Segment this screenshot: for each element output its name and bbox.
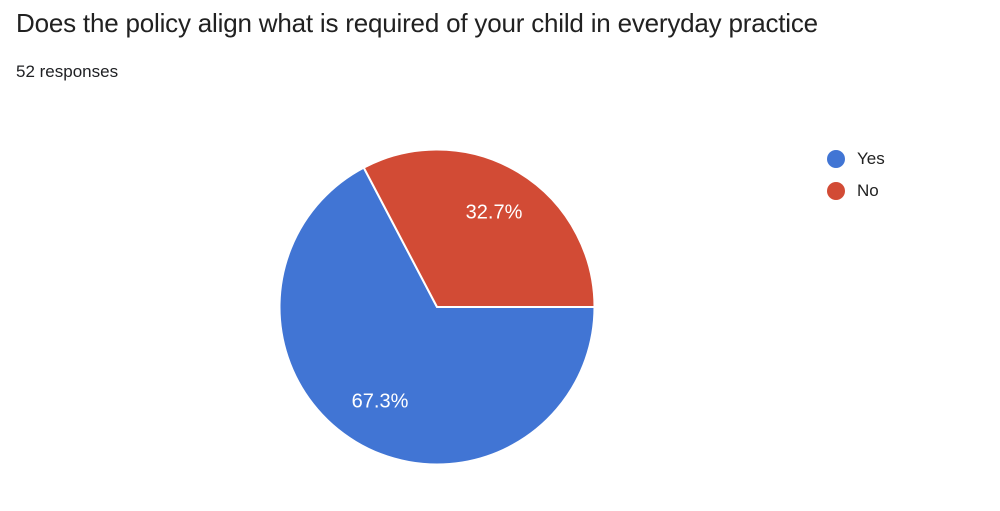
legend-label: No: [857, 181, 879, 200]
legend-label: Yes: [857, 149, 885, 168]
pie-slice-yes[interactable]: [278, 166, 596, 466]
legend-swatch-icon: [827, 182, 845, 200]
legend-item-no[interactable]: No: [827, 182, 885, 200]
legend-item-yes[interactable]: Yes: [827, 150, 885, 168]
pie-slice-no[interactable]: [362, 148, 596, 308]
legend-swatch-icon: [827, 150, 845, 168]
question-title: Does the policy align what is required o…: [16, 8, 818, 38]
response-count: 52 responses: [16, 62, 119, 81]
legend: Yes No: [827, 150, 885, 214]
